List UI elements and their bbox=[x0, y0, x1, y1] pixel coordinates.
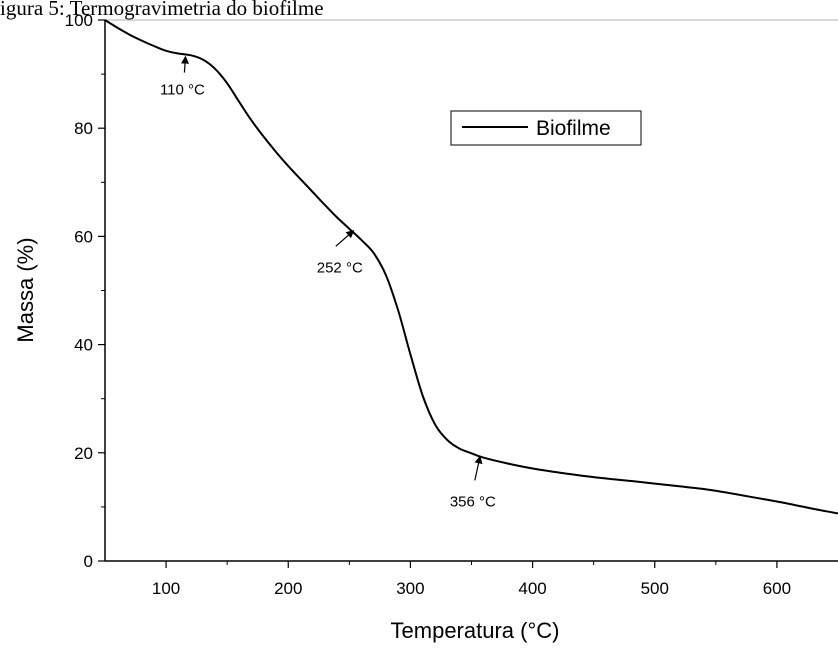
axis-ticks bbox=[98, 19, 778, 568]
annotations: 110 °C 252 °C 356 °C bbox=[160, 55, 496, 510]
x-tick-label: 200 bbox=[274, 579, 302, 598]
x-tick-label: 100 bbox=[152, 579, 180, 598]
figure-caption: igura 5: Termogravimetria do biofilme bbox=[0, 0, 324, 20]
annotation-label: 252 °C bbox=[317, 259, 363, 276]
y-tick-label: 80 bbox=[74, 119, 93, 138]
y-tick-label: 0 bbox=[84, 552, 93, 571]
x-tick-label: 600 bbox=[763, 579, 791, 598]
y-axis-title: Massa (%) bbox=[13, 237, 38, 342]
plot-frame bbox=[104, 19, 838, 562]
x-tick-label: 300 bbox=[396, 579, 424, 598]
x-axis-title: Temperatura (°C) bbox=[391, 618, 560, 643]
series-line-biofilme bbox=[104, 19, 838, 515]
legend: Biofilme bbox=[450, 110, 642, 146]
y-tick-label: 40 bbox=[74, 336, 93, 355]
series-layer bbox=[104, 19, 838, 515]
annotation-arrow bbox=[181, 55, 190, 73]
y-tick-label: 100 bbox=[65, 11, 93, 30]
y-tick-label: 60 bbox=[74, 227, 93, 246]
tick-labels: 100 200 300 400 500 600 0 20 40 60 80 100 bbox=[65, 11, 791, 598]
x-tick-label: 400 bbox=[518, 579, 546, 598]
annotation-arrow bbox=[474, 455, 483, 481]
annotation-arrow bbox=[335, 229, 355, 247]
annotation-label: 356 °C bbox=[450, 493, 496, 510]
y-tick-label: 20 bbox=[74, 444, 93, 463]
x-tick-label: 500 bbox=[641, 579, 669, 598]
legend-label-biofilme: Biofilme bbox=[536, 117, 611, 140]
annotation-label: 110 °C bbox=[160, 82, 205, 99]
